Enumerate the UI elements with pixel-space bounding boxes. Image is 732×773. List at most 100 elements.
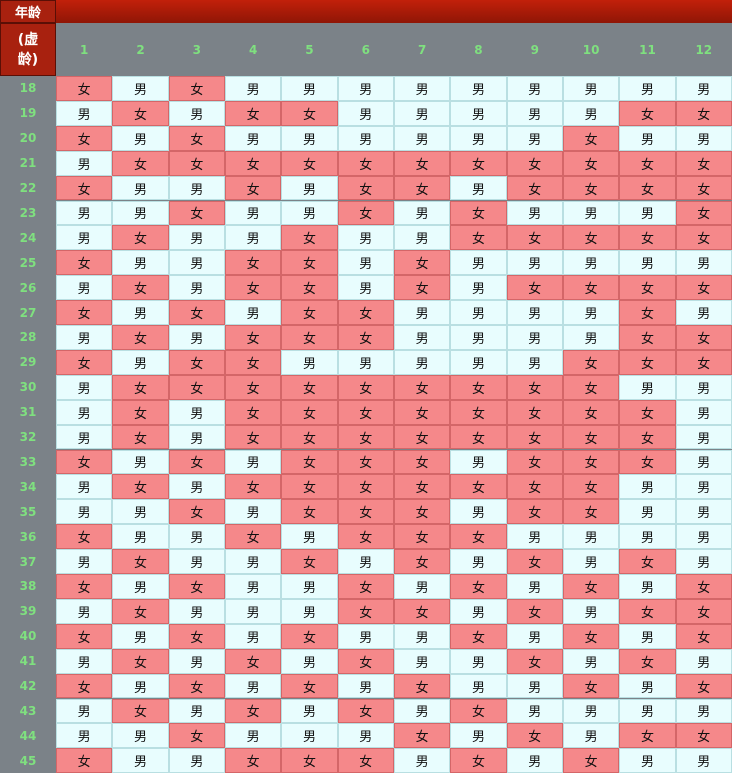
- cell-age-45-month-6: 女: [337, 748, 394, 773]
- cell-age-30-month-6: 女: [337, 374, 394, 400]
- cell-age-18-month-8: 男: [450, 76, 507, 101]
- cell-age-26-month-11: 女: [619, 275, 676, 301]
- cell-age-23-month-7: 男: [393, 200, 451, 226]
- cell-age-45-month-9: 男: [506, 748, 563, 773]
- cell-age-30-month-7: 女: [393, 374, 451, 400]
- cell-age-25-month-9: 男: [506, 250, 563, 276]
- cell-age-29-month-5: 男: [281, 349, 338, 375]
- cell-age-40-month-4: 男: [224, 623, 282, 649]
- cell-age-25-month-7: 女: [393, 250, 451, 276]
- cell-age-35-month-1: 男: [56, 499, 113, 525]
- cell-age-19-month-6: 男: [337, 100, 394, 126]
- cell-age-22-month-5: 男: [281, 175, 338, 201]
- cell-age-21-month-1: 男: [56, 150, 113, 176]
- cell-age-22-month-10: 女: [562, 175, 620, 201]
- cell-age-45-month-5: 女: [281, 748, 338, 773]
- cell-age-25-month-2: 男: [112, 250, 169, 276]
- cell-age-27-month-11: 女: [619, 300, 676, 325]
- cell-age-26-month-4: 女: [224, 275, 282, 301]
- cell-age-39-month-6: 女: [337, 598, 394, 624]
- cell-age-30-month-4: 女: [224, 374, 282, 400]
- cell-age-24-month-5: 女: [281, 225, 338, 251]
- age-label-18: 18: [19, 81, 37, 96]
- cell-age-30-month-5: 女: [281, 374, 338, 400]
- age-label-22: 22: [19, 181, 37, 196]
- cell-age-22-month-8: 男: [450, 175, 507, 201]
- cell-age-33-month-3: 女: [168, 449, 225, 475]
- cell-age-22-month-9: 女: [506, 175, 563, 201]
- cell-age-37-month-10: 男: [562, 549, 620, 574]
- cell-age-31-month-3: 男: [168, 399, 225, 425]
- cell-age-41-month-8: 男: [450, 648, 507, 674]
- cell-age-23-month-12: 女: [675, 200, 732, 226]
- cell-age-24-month-3: 男: [168, 225, 225, 251]
- cell-age-34-month-12: 男: [675, 474, 732, 500]
- cell-age-44-month-3: 女: [168, 723, 225, 749]
- cell-age-28-month-2: 女: [112, 325, 169, 350]
- cell-age-29-month-2: 男: [112, 349, 169, 375]
- cell-age-37-month-8: 男: [450, 549, 507, 574]
- cell-age-21-month-7: 女: [393, 150, 451, 176]
- cell-age-24-month-1: 男: [56, 225, 113, 251]
- cell-age-40-month-9: 男: [506, 623, 563, 649]
- age-label-37: 37: [19, 554, 37, 569]
- cell-age-33-month-6: 女: [337, 449, 394, 475]
- cell-age-32-month-11: 女: [619, 424, 676, 450]
- cell-age-22-month-11: 女: [619, 175, 676, 201]
- cell-age-42-month-1: 女: [56, 673, 113, 699]
- cell-age-38-month-5: 男: [281, 574, 338, 599]
- cell-age-35-month-2: 男: [112, 499, 169, 525]
- cell-age-30-month-2: 女: [112, 374, 169, 400]
- cell-age-31-month-5: 女: [281, 399, 338, 425]
- cell-age-39-month-4: 男: [224, 598, 282, 624]
- cell-age-37-month-3: 男: [168, 549, 225, 574]
- cell-age-40-month-6: 男: [337, 623, 394, 649]
- cell-age-31-month-4: 女: [224, 399, 282, 425]
- cell-age-27-month-7: 男: [393, 300, 451, 325]
- cell-age-25-month-1: 女: [56, 250, 113, 276]
- cell-age-27-month-9: 男: [506, 300, 563, 325]
- age-label-29: 29: [19, 355, 37, 370]
- cell-age-31-month-8: 女: [450, 399, 507, 425]
- age-label-25: 25: [19, 255, 37, 270]
- month-label-8: 8: [474, 42, 483, 57]
- cell-age-26-month-8: 男: [450, 275, 507, 301]
- age-header-top: 年龄: [0, 0, 56, 23]
- cell-age-26-month-7: 女: [393, 275, 451, 301]
- cell-age-32-month-10: 女: [562, 424, 620, 450]
- cell-age-19-month-11: 女: [619, 100, 676, 126]
- cell-age-36-month-5: 男: [281, 524, 338, 550]
- cell-age-34-month-9: 女: [506, 474, 563, 500]
- cell-age-41-month-2: 女: [112, 648, 169, 674]
- cell-age-36-month-4: 女: [224, 524, 282, 550]
- cell-age-26-month-2: 女: [112, 275, 169, 301]
- age-label-20: 20: [19, 131, 37, 146]
- cell-age-37-month-7: 女: [393, 549, 451, 574]
- cell-age-28-month-10: 男: [562, 325, 620, 350]
- cell-age-20-month-9: 男: [506, 125, 563, 151]
- age-label-31: 31: [19, 405, 37, 420]
- age-label-42: 42: [19, 679, 37, 694]
- cell-age-28-month-7: 男: [393, 325, 451, 350]
- cell-age-41-month-5: 男: [281, 648, 338, 674]
- cell-age-39-month-12: 女: [675, 598, 732, 624]
- cell-age-39-month-11: 女: [619, 598, 676, 624]
- cell-age-34-month-5: 女: [281, 474, 338, 500]
- cell-age-43-month-6: 女: [337, 698, 394, 724]
- cell-age-43-month-5: 男: [281, 698, 338, 724]
- age-label-27: 27: [19, 305, 37, 320]
- cell-age-30-month-12: 男: [675, 374, 732, 400]
- cell-age-40-month-7: 男: [393, 623, 451, 649]
- month-label-1: 1: [79, 42, 89, 57]
- cell-age-28-month-11: 女: [619, 325, 676, 350]
- cell-age-22-month-6: 女: [337, 175, 394, 201]
- cell-age-41-month-9: 女: [506, 648, 563, 674]
- age-header-sub-2: 龄): [17, 51, 39, 68]
- cell-age-40-month-1: 女: [56, 623, 113, 649]
- cell-age-38-month-6: 女: [337, 574, 394, 599]
- cell-age-21-month-5: 女: [281, 150, 338, 176]
- age-label-21: 21: [19, 156, 37, 171]
- cell-age-19-month-12: 女: [675, 100, 732, 126]
- cell-age-38-month-2: 男: [112, 574, 169, 599]
- age-label-43: 43: [19, 703, 37, 718]
